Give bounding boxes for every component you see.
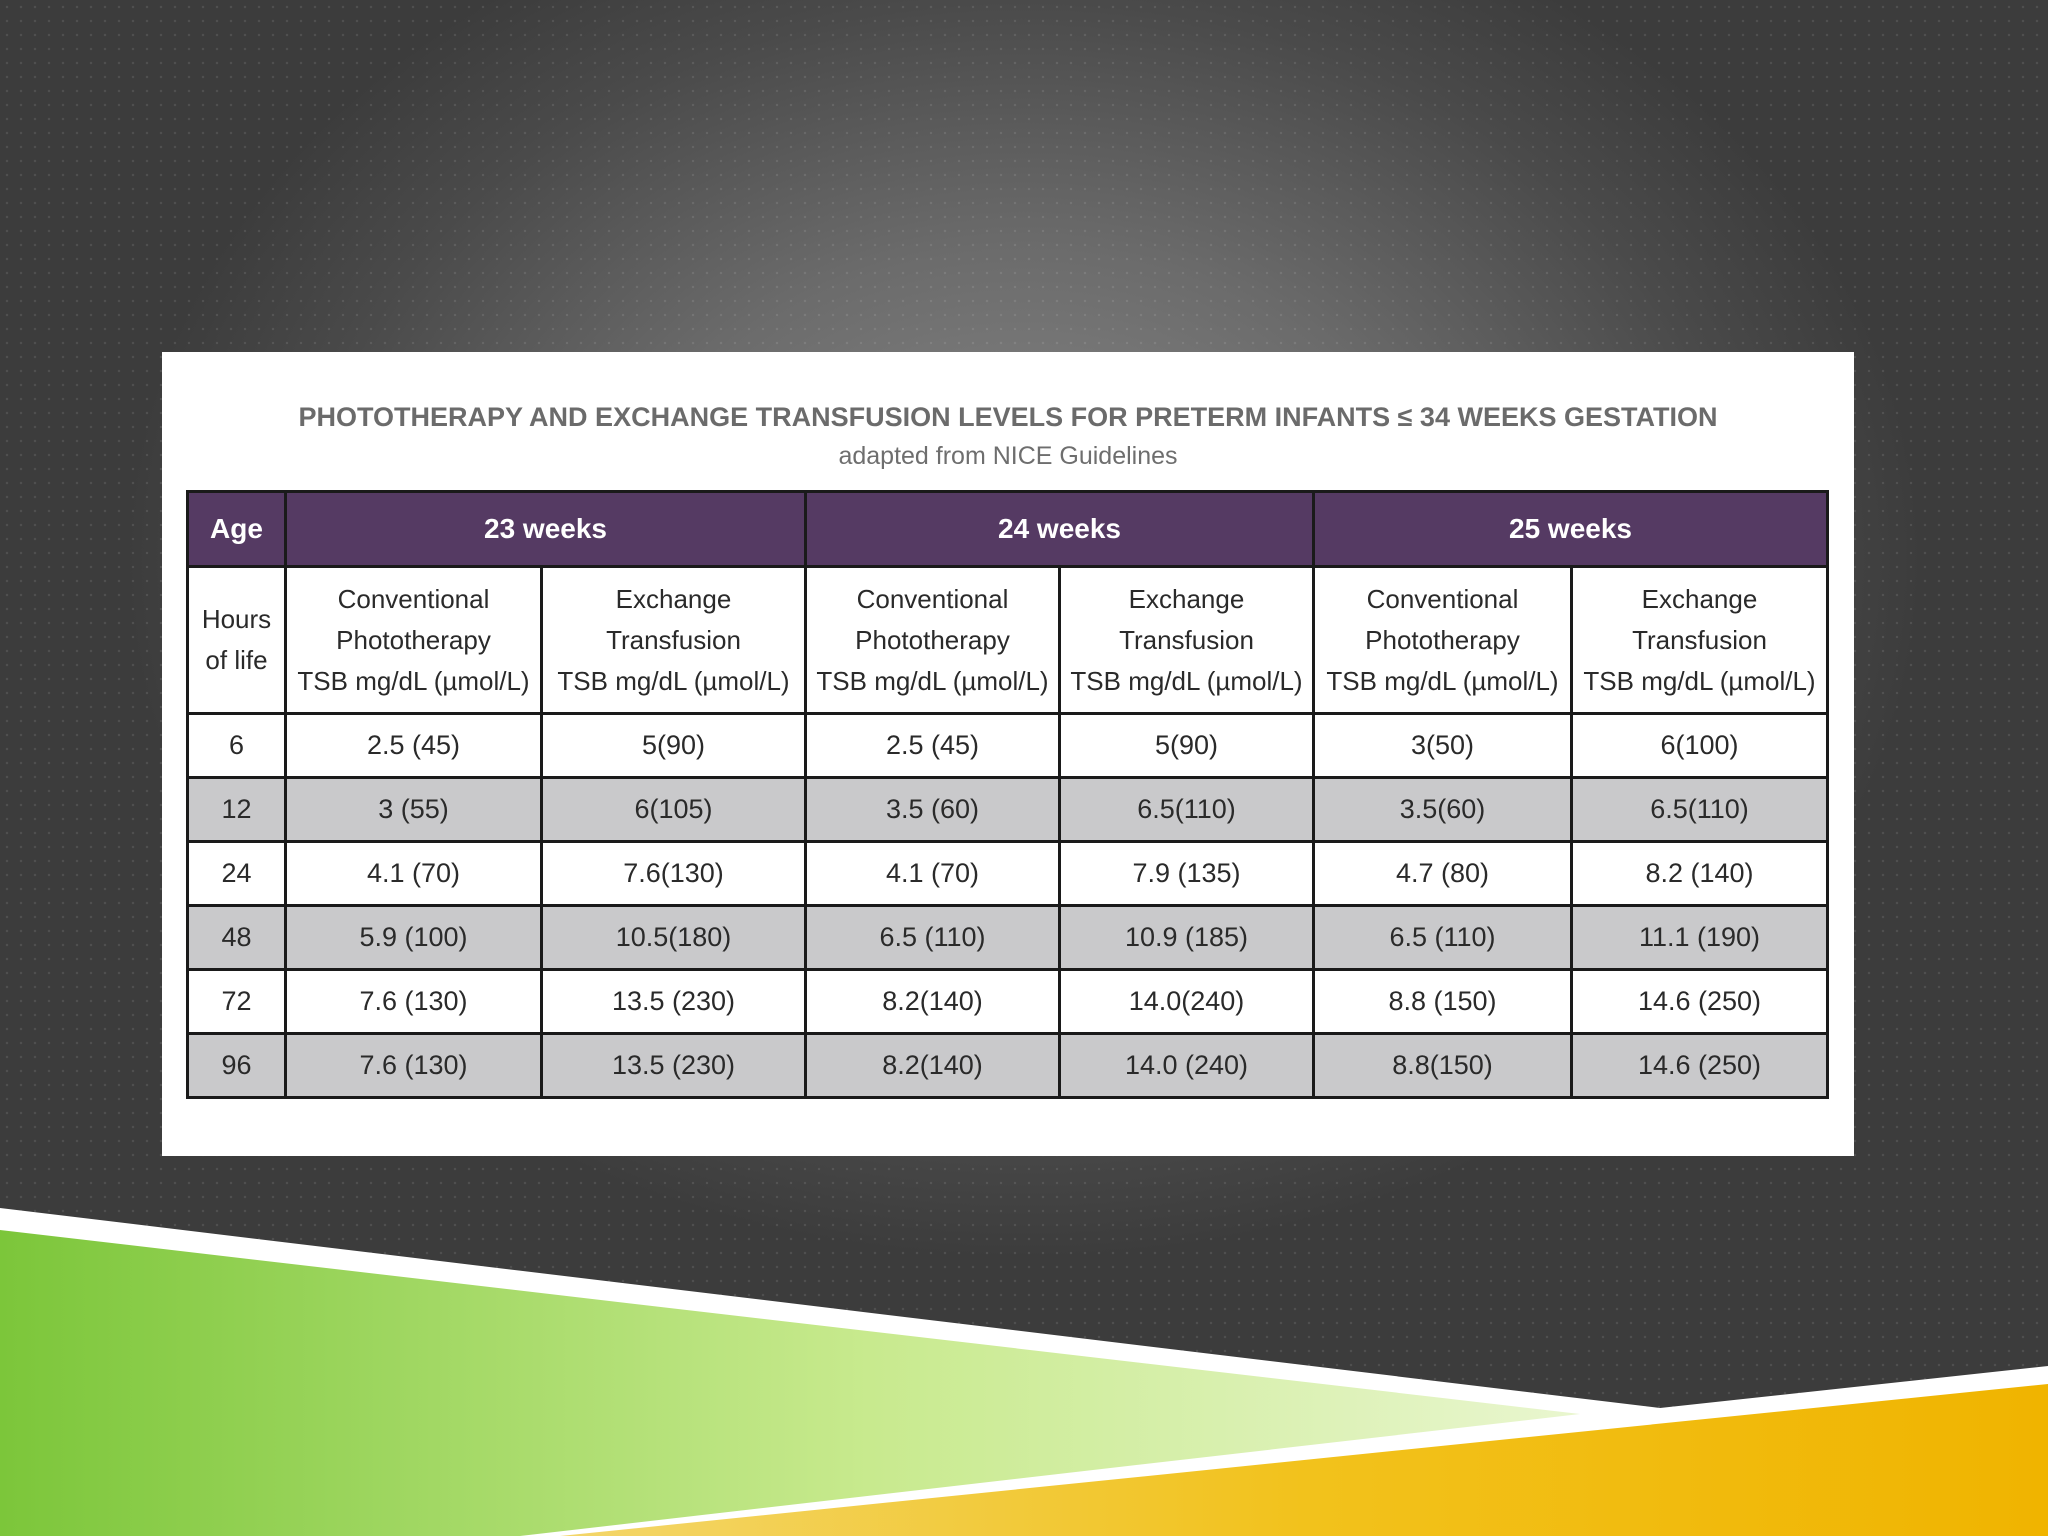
table-cell: 3(50)	[1312, 712, 1573, 779]
table-cell: 7.9 (135)	[1058, 840, 1315, 907]
table-cell: 4.1 (70)	[284, 840, 543, 907]
table-image-panel: PHOTOTHERAPY AND EXCHANGE TRANSFUSION LE…	[162, 352, 1854, 1156]
table-cell: 6.5(110)	[1570, 776, 1829, 843]
table-cell: 8.2(140)	[804, 968, 1061, 1035]
table-cell: 6	[186, 712, 287, 779]
table-cell: 4.1 (70)	[804, 840, 1061, 907]
table-cell: 24	[186, 840, 287, 907]
table-cell: 7.6 (130)	[284, 968, 543, 1035]
table-cell: 14.6 (250)	[1570, 1032, 1829, 1099]
table-cell: 2.5 (45)	[284, 712, 543, 779]
table-subheader-row: Hours of life Conventional Phototherapy …	[186, 565, 1829, 715]
table-cell: 13.5 (230)	[540, 968, 807, 1035]
table-row: 72 7.6 (130) 13.5 (230) 8.2(140) 14.0(24…	[186, 968, 1829, 1035]
table-title: PHOTOTHERAPY AND EXCHANGE TRANSFUSION LE…	[298, 402, 1718, 432]
table-cell: 6(100)	[1570, 712, 1829, 779]
table-cell: 5(90)	[1058, 712, 1315, 779]
table-cell: 14.6 (250)	[1570, 968, 1829, 1035]
table-cell: 5.9 (100)	[284, 904, 543, 971]
table-row: 12 3 (55) 6(105) 3.5 (60) 6.5(110) 3.5(6…	[186, 776, 1829, 843]
table-cell: 14.0(240)	[1058, 968, 1315, 1035]
table-cell: 6(105)	[540, 776, 807, 843]
bilirubin-threshold-table: Age 23 weeks 24 weeks 25 weeks Hours of …	[186, 490, 1829, 1099]
table-cell: 6.5 (110)	[1312, 904, 1573, 971]
green-band-shape	[0, 1230, 1580, 1536]
table-cell: 7.6(130)	[540, 840, 807, 907]
table-cell: 11.1 (190)	[1570, 904, 1829, 971]
table-subtitle: adapted from NICE Guidelines	[838, 442, 1178, 470]
table-cell: 8.8 (150)	[1312, 968, 1573, 1035]
table-cell: 48	[186, 904, 287, 971]
table-cell: 10.9 (185)	[1058, 904, 1315, 971]
table-row: 6 2.5 (45) 5(90) 2.5 (45) 5(90) 3(50) 6(…	[186, 712, 1829, 779]
table-cell: 12	[186, 776, 287, 843]
table-cell: 3.5(60)	[1312, 776, 1573, 843]
header-23-weeks: 23 weeks	[284, 490, 807, 568]
table-cell: 4.7 (80)	[1312, 840, 1573, 907]
table-cell: 2.5 (45)	[804, 712, 1061, 779]
table-cell: 3 (55)	[284, 776, 543, 843]
subheader-hours-of-life: Hours of life	[186, 565, 287, 715]
subheader-conventional-phototherapy: Conventional Phototherapy TSB mg/dL (µmo…	[1312, 565, 1573, 715]
table-row: 48 5.9 (100) 10.5(180) 6.5 (110) 10.9 (1…	[186, 904, 1829, 971]
table-cell: 3.5 (60)	[804, 776, 1061, 843]
table-row: 24 4.1 (70) 7.6(130) 4.1 (70) 7.9 (135) …	[186, 840, 1829, 907]
table-cell: 5(90)	[540, 712, 807, 779]
table-cell: 8.8(150)	[1312, 1032, 1573, 1099]
table-cell: 7.6 (130)	[284, 1032, 543, 1099]
table-cell: 6.5 (110)	[804, 904, 1061, 971]
subheader-exchange-transfusion: Exchange Transfusion TSB mg/dL (µmol/L)	[1570, 565, 1829, 715]
table-cell: 96	[186, 1032, 287, 1099]
header-age: Age	[186, 490, 287, 568]
table-row: 96 7.6 (130) 13.5 (230) 8.2(140) 14.0 (2…	[186, 1032, 1829, 1099]
subheader-conventional-phototherapy: Conventional Phototherapy TSB mg/dL (µmo…	[284, 565, 543, 715]
table-cell: 8.2 (140)	[1570, 840, 1829, 907]
subheader-exchange-transfusion: Exchange Transfusion TSB mg/dL (µmol/L)	[540, 565, 807, 715]
subheader-exchange-transfusion: Exchange Transfusion TSB mg/dL (µmol/L)	[1058, 565, 1315, 715]
header-24-weeks: 24 weeks	[804, 490, 1315, 568]
table-cell: 13.5 (230)	[540, 1032, 807, 1099]
gold-band-shape	[560, 1384, 2048, 1536]
table-cell: 10.5(180)	[540, 904, 807, 971]
header-25-weeks: 25 weeks	[1312, 490, 1829, 568]
table-cell: 14.0 (240)	[1058, 1032, 1315, 1099]
table-cell: 6.5(110)	[1058, 776, 1315, 843]
subheader-conventional-phototherapy: Conventional Phototherapy TSB mg/dL (µmo…	[804, 565, 1061, 715]
table-cell: 8.2(140)	[804, 1032, 1061, 1099]
table-header-row: Age 23 weeks 24 weeks 25 weeks	[186, 490, 1829, 568]
table-cell: 72	[186, 968, 287, 1035]
